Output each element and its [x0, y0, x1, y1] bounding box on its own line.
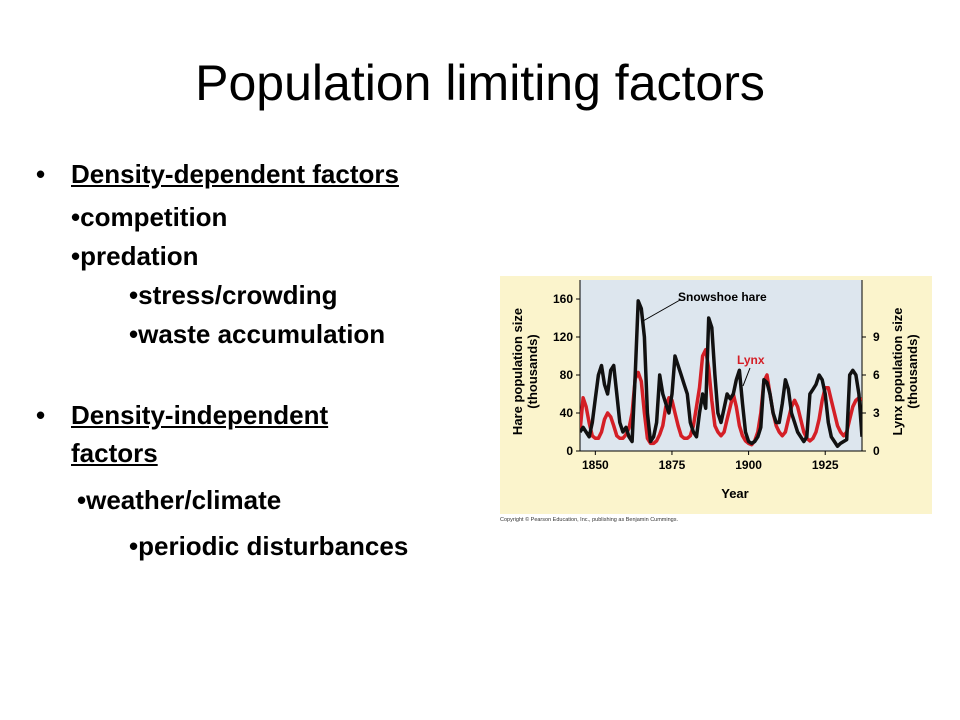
- y-left-tick-label: 120: [553, 330, 573, 344]
- lynx-pointer: [742, 367, 751, 387]
- y-right-tick-label: 6: [873, 368, 880, 382]
- y-right-axis-label: Lynx population size: [890, 307, 905, 435]
- y-right-tick-label: 0: [873, 444, 880, 458]
- x-tick-label: 1900: [735, 458, 762, 472]
- y-left-tick-label: 40: [560, 406, 574, 420]
- y-left-tick-label: 0: [566, 444, 573, 458]
- snowshoe-hare-annotation: Snowshoe hare: [678, 290, 767, 304]
- bullet-periodic-disturbances: •periodic disturbances: [129, 531, 409, 561]
- y-right-tick-label: 9: [873, 330, 880, 344]
- bullet-dot: •: [36, 400, 46, 430]
- x-tick-label: 1875: [659, 458, 686, 472]
- y-left-axis-label: (thousands): [525, 334, 540, 408]
- density-independent-heading-line2: factors: [71, 438, 158, 468]
- density-independent-heading-line1: Density-independent: [71, 400, 329, 430]
- x-tick-label: 1850: [582, 458, 609, 472]
- y-left-tick-label: 160: [553, 292, 573, 306]
- bullet-weather-climate: •weather/climate: [77, 485, 282, 515]
- hare-series-line: [580, 299, 862, 449]
- y-left-axis-label: Hare population size: [510, 308, 525, 435]
- bullet-waste-accumulation: •waste accumulation: [129, 319, 386, 349]
- copyright-text: Copyright © Pearson Education, Inc., pub…: [500, 517, 679, 523]
- bullet-competition: •competition: [71, 202, 228, 232]
- x-axis-label: Year: [721, 486, 748, 501]
- y-right-tick-label: 3: [873, 406, 880, 420]
- bullet-predation: •predation: [71, 241, 199, 271]
- bullet-dot: •: [36, 159, 46, 189]
- hare-lynx-chart: 0 40 80 120 160 0 3 6 9 1850 1875 1900 1925 Year Hare …: [500, 276, 932, 514]
- slide-title: Population limiting factors: [195, 55, 765, 111]
- snowshoe-hare-pointer: [642, 299, 681, 322]
- x-tick-label: 1925: [812, 458, 839, 472]
- y-right-axis-label: (thousands): [905, 334, 920, 408]
- density-dependent-heading: Density-dependent factors: [71, 159, 399, 189]
- lynx-annotation: Lynx: [737, 353, 765, 367]
- bullet-stress-crowding: •stress/crowding: [129, 280, 338, 310]
- y-left-tick-label: 80: [560, 368, 574, 382]
- chart-canvas: 0 40 80 120 160 0 3 6 9 1850 1875 1900 1925 Year Hare …: [510, 280, 920, 501]
